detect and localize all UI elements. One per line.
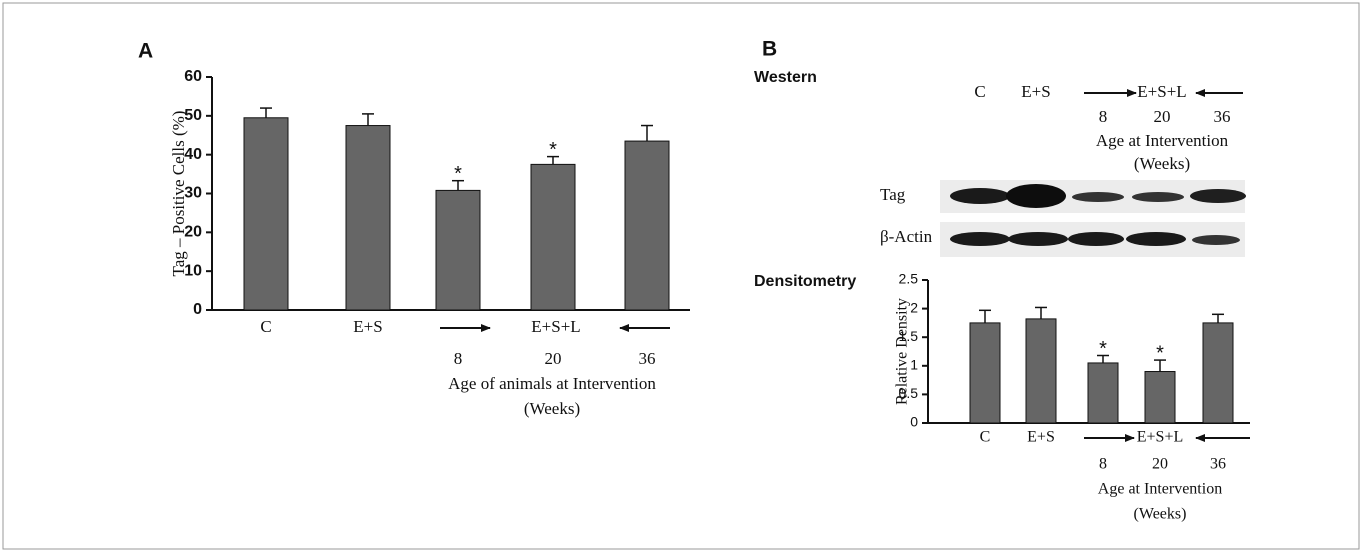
- bar: [345, 125, 391, 311]
- bar: [1087, 362, 1119, 424]
- x-axis-title: (Weeks): [524, 399, 580, 418]
- row-label: Tag: [880, 185, 906, 204]
- x-tick-label: C: [980, 429, 991, 446]
- panel-label: Densitometry: [754, 273, 856, 290]
- y-tick-label: 2: [910, 299, 918, 315]
- y-axis-title: Relative Density: [894, 298, 911, 405]
- x-tick-label: C: [260, 317, 271, 336]
- lane-label: 8: [1099, 107, 1108, 126]
- group-label: E+S+L: [531, 317, 580, 336]
- x-tick-label: 8: [454, 349, 463, 368]
- y-tick-label: 60: [184, 68, 202, 85]
- significance-marker: *: [1099, 338, 1107, 360]
- panel-label: A: [138, 40, 153, 63]
- y-tick-label: 40: [184, 146, 202, 163]
- group-label: E+S+L: [1137, 429, 1184, 446]
- x-axis-title: Age at Intervention: [1096, 131, 1229, 150]
- bar: [1202, 322, 1234, 424]
- x-tick-label: E+S: [1027, 429, 1055, 446]
- lane-label: C: [974, 82, 985, 101]
- panel-label: B: [762, 38, 777, 61]
- y-tick-label: 2.5: [899, 271, 919, 287]
- bar: [969, 322, 1001, 424]
- bar: [530, 163, 576, 311]
- bar: [243, 117, 289, 311]
- lane-label: 36: [1214, 107, 1231, 126]
- x-axis-title: Age of animals at Intervention: [448, 374, 656, 393]
- y-tick-label: 20: [184, 224, 202, 241]
- y-tick-label: 30: [184, 185, 202, 202]
- x-tick-label: 8: [1099, 456, 1107, 473]
- y-tick-label: 0.5: [899, 385, 919, 401]
- lane-label: E+S: [1021, 82, 1050, 101]
- x-tick-label: 36: [1210, 456, 1226, 473]
- western-title: Western: [754, 69, 817, 86]
- lane-label: 20: [1154, 107, 1171, 126]
- blot: [940, 180, 1246, 257]
- y-tick-label: 1: [910, 357, 918, 373]
- significance-marker: *: [454, 163, 462, 185]
- x-axis-title: (Weeks): [1134, 506, 1187, 523]
- x-tick-label: E+S: [353, 317, 382, 336]
- y-tick-label: 0: [910, 414, 918, 430]
- x-axis-title: Age at Intervention: [1098, 481, 1222, 498]
- bar: [435, 189, 481, 311]
- bar: [1144, 371, 1176, 424]
- y-tick-label: 0: [193, 301, 202, 318]
- row-label: β-Actin: [880, 227, 933, 246]
- bar: [1025, 318, 1057, 424]
- y-axis-title: Tag – Positive Cells (%): [169, 111, 188, 277]
- x-tick-label: 36: [639, 349, 656, 368]
- y-tick-label: 10: [184, 262, 202, 279]
- significance-marker: *: [1156, 342, 1164, 364]
- y-tick-label: 50: [184, 107, 202, 124]
- bar: [624, 140, 670, 311]
- group-label: E+S+L: [1137, 82, 1186, 101]
- x-tick-label: 20: [545, 349, 562, 368]
- x-axis-title: (Weeks): [1134, 154, 1190, 173]
- y-tick-label: 1.5: [899, 328, 919, 344]
- x-tick-label: 20: [1152, 456, 1168, 473]
- significance-marker: *: [549, 139, 557, 161]
